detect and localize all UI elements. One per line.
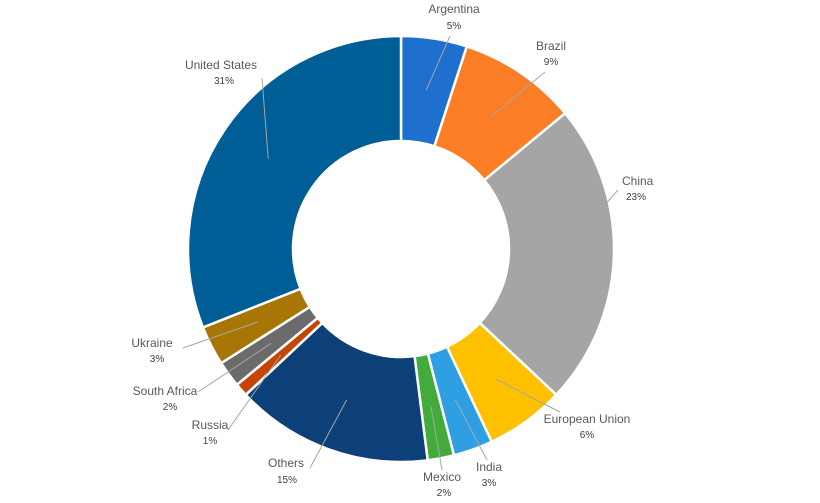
leader-lines: [182, 35, 619, 471]
slice-labels: Argentina 5% Brazil 9% China 23% European Unio…: [131, 2, 653, 499]
donut-slices: [186, 34, 616, 464]
label-european-union: European Union: [544, 412, 631, 426]
percent-india: 3%: [482, 478, 497, 489]
label-south-africa: South Africa: [133, 384, 198, 398]
leader-south-africa: [197, 342, 272, 393]
label-russia: Russia: [192, 418, 229, 432]
label-china: China: [622, 174, 654, 188]
percent-mexico: 2%: [437, 488, 452, 499]
leader-united-states: [261, 77, 269, 159]
label-argentina: Argentina: [428, 2, 480, 16]
leader-brazil: [490, 71, 546, 117]
label-brazil: Brazil: [536, 39, 566, 53]
label-mexico: Mexico: [423, 470, 461, 484]
label-others: Others: [268, 456, 304, 470]
percent-brazil: 9%: [544, 57, 559, 68]
percent-others: 15%: [277, 475, 297, 486]
label-ukraine: Ukraine: [131, 336, 173, 350]
leader-china: [561, 189, 619, 255]
percent-united-states: 31%: [214, 76, 234, 87]
leader-european-union: [495, 378, 561, 413]
percent-south-africa: 2%: [163, 402, 178, 413]
percent-china: 23%: [626, 192, 646, 203]
percent-ukraine: 3%: [150, 354, 165, 365]
slice-united-states: [186, 34, 403, 330]
leader-argentina: [425, 35, 451, 91]
slice-china: [477, 111, 616, 397]
leader-russia: [227, 354, 282, 431]
percent-european-union: 6%: [580, 430, 595, 441]
label-india: India: [476, 460, 502, 474]
leader-ukraine: [182, 321, 259, 349]
leader-india: [454, 399, 488, 461]
percent-russia: 1%: [203, 436, 218, 447]
leader-others: [309, 399, 348, 469]
label-united-states: United States: [185, 58, 257, 72]
leader-mexico: [430, 406, 443, 471]
percent-argentina: 5%: [447, 21, 462, 32]
